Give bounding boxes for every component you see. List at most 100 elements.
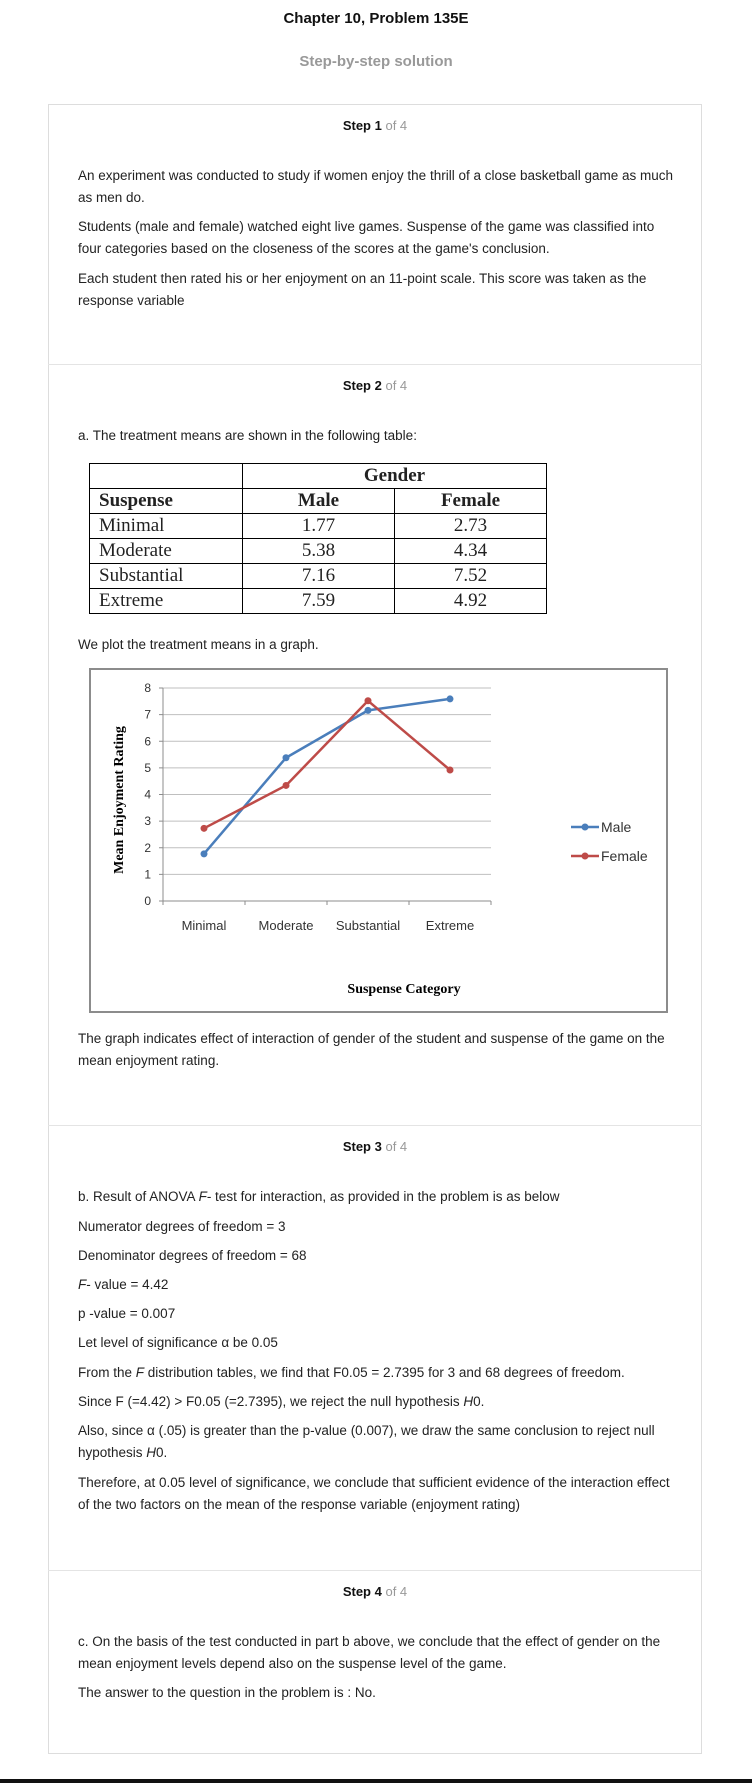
table-cell: Extreme <box>89 588 243 614</box>
anova-line: b. Result of ANOVA F- test for interacti… <box>78 1186 678 1208</box>
table-row: Extreme 7.59 4.92 <box>89 588 547 614</box>
legend-label-female: Female <box>601 848 648 864</box>
y-tick-label: 1 <box>144 867 151 881</box>
series-line-female <box>203 699 451 830</box>
step-label: Step 4 <box>342 1584 382 1599</box>
y-tick-label: 8 <box>144 681 151 695</box>
step-1-header: Step 1 of 4 <box>48 118 702 133</box>
step-3-header: Step 3 of 4 <box>48 1139 702 1154</box>
table-cell: 4.34 <box>394 538 547 564</box>
anova-line: p -value = 0.007 <box>78 1306 176 1321</box>
solution-container <box>48 104 702 1754</box>
treatment-means-table: Gender Suspense Male Female Minimal 1.77… <box>89 463 547 614</box>
data-point-female <box>446 766 454 774</box>
step-divider <box>48 1125 702 1126</box>
text-run: distribution tables, we find that F0.05 … <box>144 1365 625 1380</box>
anova-line: Let level of significance α be 0.05 <box>78 1335 278 1350</box>
page-title: Chapter 10, Problem 135E <box>283 10 469 27</box>
x-tick-label: Extreme <box>426 918 474 933</box>
x-tick-label: Minimal <box>182 918 227 933</box>
anova-line: F- value = 4.42 <box>78 1274 678 1296</box>
y-tick-label: 0 <box>144 894 151 908</box>
step-1-paragraph: Students (male and female) watched eight… <box>78 219 655 256</box>
text-run: Also, since α (.05) is greater than the … <box>78 1423 655 1460</box>
table-group-header: Gender <box>242 463 547 489</box>
step-count: of 4 <box>385 118 408 133</box>
y-tick-label: 7 <box>144 708 151 722</box>
step-label: Step 1 <box>342 118 382 133</box>
series-line-male <box>203 697 451 855</box>
legend-marker-female <box>581 852 589 860</box>
anova-line: Denominator degrees of freedom = 68 <box>78 1248 307 1263</box>
y-tick-label: 6 <box>144 734 151 748</box>
text-run: 0. <box>156 1445 168 1460</box>
step-4-paragraph: c. On the basis of the test conducted in… <box>78 1634 661 1671</box>
step-divider <box>48 1570 702 1571</box>
legend-marker-male <box>581 823 589 831</box>
table-corner <box>89 463 243 489</box>
text-run: F <box>78 1277 87 1292</box>
data-point-male <box>200 850 208 858</box>
y-tick-label: 2 <box>144 841 151 855</box>
table-cell: 5.38 <box>242 538 395 564</box>
y-tick-label: 3 <box>144 814 151 828</box>
step-divider <box>48 364 702 365</box>
text-run: H <box>463 1394 474 1409</box>
text-run: H <box>146 1445 157 1460</box>
plot-intro: We plot the treatment means in a graph. <box>78 637 319 652</box>
table-cell: Minimal <box>89 513 243 539</box>
step-count: of 4 <box>385 1584 408 1599</box>
x-tick-label: Substantial <box>336 918 400 933</box>
anova-line: From the F distribution tables, we find … <box>78 1362 678 1384</box>
text-run: - test for interaction, as provided in t… <box>206 1189 560 1204</box>
text-run: - value = 4.42 <box>86 1277 169 1292</box>
page-subtitle: Step-by-step solution <box>299 53 453 70</box>
table-row: Substantial 7.16 7.52 <box>89 563 547 589</box>
anova-line: Therefore, at 0.05 level of significance… <box>78 1475 670 1512</box>
step-label: Step 2 <box>342 378 382 393</box>
table-cell: 1.77 <box>242 513 395 539</box>
y-axis-title: Mean Enjoyment Rating <box>112 726 127 874</box>
data-point-female <box>200 824 208 832</box>
step-2-intro: a. The treatment means are shown in the … <box>78 428 417 443</box>
step-2-header: Step 2 of 4 <box>48 378 702 393</box>
text-run: 0. <box>473 1394 485 1409</box>
x-tick-label: Moderate <box>259 918 314 933</box>
step-count: of 4 <box>385 1139 408 1154</box>
anova-line: Also, since α (.05) is greater than the … <box>78 1420 678 1464</box>
table-cell: 2.73 <box>394 513 547 539</box>
table-cell: 7.16 <box>242 563 395 589</box>
data-point-female <box>364 697 372 705</box>
table-col-header: Female <box>394 488 547 514</box>
anova-line: Since F (=4.42) > F0.05 (=2.7395), we re… <box>78 1391 678 1413</box>
data-point-female <box>282 781 290 789</box>
text-run: F <box>135 1365 145 1380</box>
step-4-header: Step 4 of 4 <box>48 1584 702 1599</box>
step-label: Step 3 <box>342 1139 382 1154</box>
step-4-paragraph: The answer to the question in the proble… <box>78 1685 376 1700</box>
table-cell: 4.92 <box>394 588 547 614</box>
step-count: of 4 <box>385 378 408 393</box>
data-point-male <box>446 695 454 703</box>
text-run: F <box>198 1189 207 1204</box>
data-point-male <box>364 706 372 714</box>
data-point-male <box>282 754 290 762</box>
table-cell: Substantial <box>89 563 243 589</box>
text-run: Since F (=4.42) > F0.05 (=2.7395), we re… <box>78 1394 464 1409</box>
table-row: Minimal 1.77 2.73 <box>89 513 547 539</box>
anova-line: Numerator degrees of freedom = 3 <box>78 1219 286 1234</box>
legend-label-male: Male <box>601 819 632 835</box>
table-cell: 7.59 <box>242 588 395 614</box>
interaction-plot-svg: 0 1 2 3 4 5 6 7 8 Minimal Moderate Substantial Extre… <box>112 681 648 997</box>
table-cell: Moderate <box>89 538 243 564</box>
table-cell: 7.52 <box>394 563 547 589</box>
table-row: Moderate 5.38 4.34 <box>89 538 547 564</box>
step-2-conclusion: The graph indicates effect of interactio… <box>78 1031 665 1068</box>
y-tick-label: 4 <box>144 788 151 802</box>
table-col-header: Male <box>242 488 395 514</box>
x-axis-title: Suspense Category <box>347 982 460 997</box>
interaction-plot: 0 1 2 3 4 5 6 7 8 Minimal Moderate Substantial Extre… <box>89 668 668 1013</box>
step-1-paragraph: An experiment was conducted to study if … <box>78 168 674 205</box>
text-run: From the <box>78 1365 136 1380</box>
text-run: b. Result of ANOVA <box>78 1189 199 1204</box>
